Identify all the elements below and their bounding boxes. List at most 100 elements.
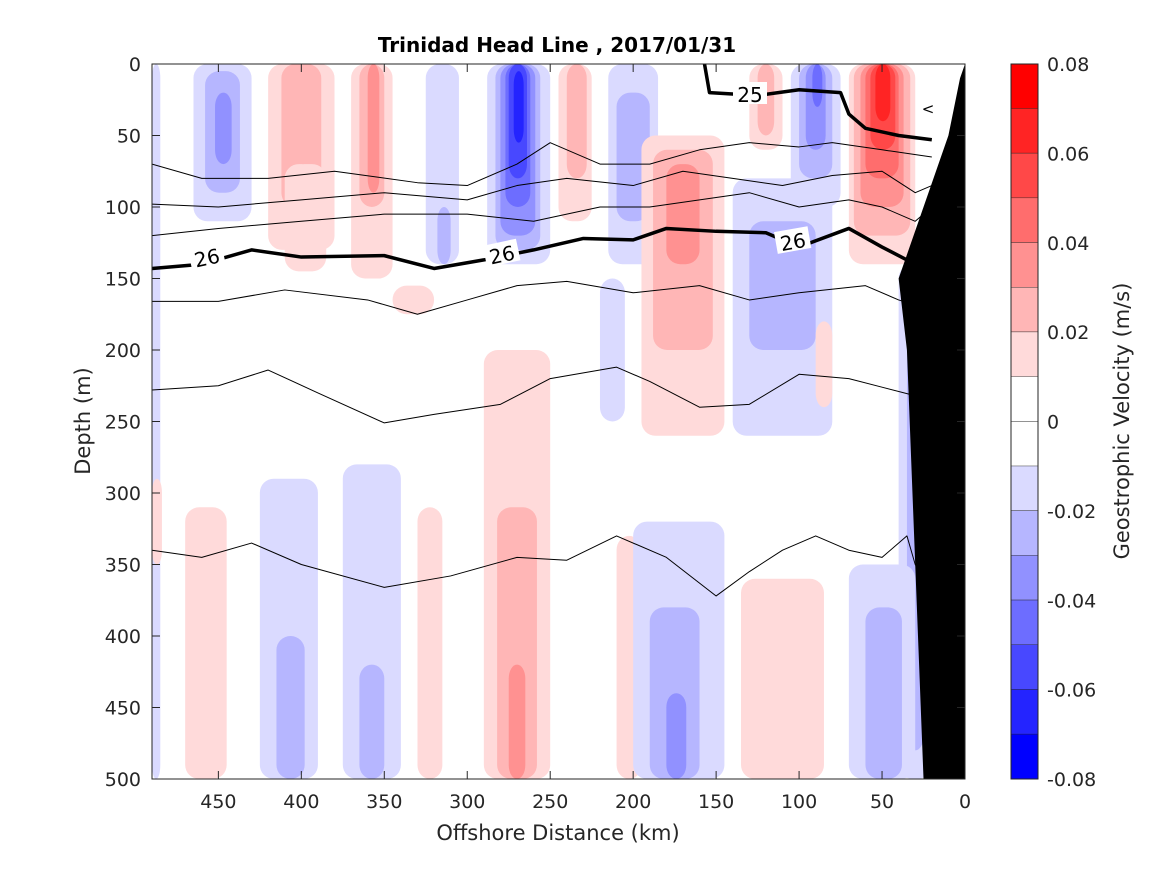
velocity-cell xyxy=(666,164,700,265)
velocity-cell xyxy=(649,607,700,779)
velocity-cell xyxy=(566,64,587,179)
velocity-cell xyxy=(865,607,902,779)
colorbar-level xyxy=(1011,600,1038,645)
isopycnal xyxy=(152,366,916,424)
colorbar-tick-label: -0.04 xyxy=(1047,590,1096,612)
y-axis: 0 50 100 150 200 250 300 350 400 450 500 xyxy=(105,54,965,791)
y-tick-label: 0 xyxy=(129,54,141,76)
bathymetry xyxy=(898,64,965,779)
colorbar-level xyxy=(1011,689,1038,735)
isopycnal-contours: 25 26 26 26 < xyxy=(152,64,935,597)
bathymetry-layer xyxy=(898,64,965,779)
y-tick-label: 500 xyxy=(105,769,141,791)
isopycnal xyxy=(152,280,932,315)
contour-label: 26 xyxy=(487,241,517,270)
velocity-cell xyxy=(359,664,385,779)
contour-label: 25 xyxy=(737,83,762,107)
chart-title: Trinidad Head Line , 2017/01/31 xyxy=(378,33,736,57)
colorbar-tick-label: 0.06 xyxy=(1047,143,1089,165)
x-tick-label: 300 xyxy=(449,791,485,813)
isopycnal-bold xyxy=(152,226,933,271)
velocity-cell xyxy=(875,64,891,122)
y-tick-label: 300 xyxy=(105,483,141,505)
y-axis-label: Depth (m) xyxy=(71,367,95,474)
isopycnal xyxy=(152,192,933,237)
velocity-field xyxy=(152,64,932,779)
colorbar: 0.08 0.06 0.04 0.02 0 -0.02 -0.04 -0.06 -0.08 xyxy=(1010,54,1096,791)
velocity-cell xyxy=(215,92,232,165)
colorbar-level xyxy=(1011,644,1038,690)
colorbar-level xyxy=(1011,287,1038,333)
velocity-cell xyxy=(367,64,380,193)
velocity-cell xyxy=(812,64,823,107)
colorbar-level xyxy=(1011,242,1038,288)
x-tick-label: 50 xyxy=(870,791,894,813)
x-tick-label: 350 xyxy=(366,791,402,813)
velocity-cell xyxy=(437,207,451,265)
velocity-cell xyxy=(508,664,526,779)
colorbar-level xyxy=(1011,421,1038,467)
velocity-cell xyxy=(815,321,833,408)
contour-label-bg xyxy=(482,238,521,268)
isopycnal xyxy=(152,142,932,187)
y-tick-label: 50 xyxy=(117,126,141,148)
colorbar-tick-label: 0.08 xyxy=(1047,54,1089,76)
velocity-cell xyxy=(284,164,327,272)
y-tick-label: 250 xyxy=(105,412,141,434)
colorbar-label: Geostrophic Velocity (m/s) xyxy=(1110,283,1134,560)
velocity-cell xyxy=(276,636,305,779)
x-tick-label: 400 xyxy=(283,791,319,813)
velocity-cell xyxy=(749,221,816,350)
y-tick-label: 400 xyxy=(105,626,141,648)
colorbar-tick-label: -0.02 xyxy=(1047,501,1096,523)
colorbar-tick-label: -0.08 xyxy=(1047,769,1096,791)
x-tick-label: 450 xyxy=(200,791,236,813)
y-tick-label: 100 xyxy=(105,197,141,219)
contour-label: 26 xyxy=(778,228,807,256)
contour-label-bg xyxy=(733,82,767,104)
colorbar-tick-label: 0.02 xyxy=(1047,322,1089,344)
annotation-mark: < xyxy=(922,100,935,118)
velocity-cell xyxy=(417,507,443,779)
x-tick-label: 200 xyxy=(615,791,651,813)
velocity-cell xyxy=(666,693,687,779)
velocity-cell xyxy=(513,71,524,143)
colorbar-level xyxy=(1011,466,1038,511)
x-tick-label: 150 xyxy=(698,791,734,813)
x-tick-label: 250 xyxy=(532,791,568,813)
colorbar-level xyxy=(1011,332,1038,377)
velocity-cell xyxy=(599,278,625,422)
colorbar-level xyxy=(1011,153,1038,199)
x-axis: 450 400 350 300 250 200 150 100 50 0 xyxy=(200,64,971,813)
velocity-cell xyxy=(741,578,824,779)
velocity-cell xyxy=(342,464,401,779)
velocity-cell xyxy=(497,507,537,779)
x-tick-label: 0 xyxy=(959,791,971,813)
velocity-cell xyxy=(392,285,435,315)
velocity-cell xyxy=(152,478,162,565)
colorbar-level xyxy=(1011,734,1038,779)
colorbar-tick-label: 0 xyxy=(1047,412,1059,434)
velocity-cell xyxy=(185,507,227,779)
colorbar-frame xyxy=(1010,63,1039,780)
isopycnal-bold xyxy=(702,64,933,142)
colorbar-tick-label: -0.06 xyxy=(1047,680,1096,702)
colorbar-level xyxy=(1011,555,1038,601)
colorbar-level xyxy=(1011,198,1038,243)
y-tick-label: 150 xyxy=(105,269,141,291)
isopycnal xyxy=(152,535,933,597)
colorbar-level xyxy=(1011,510,1038,556)
colorbar-level xyxy=(1011,376,1038,422)
contour-label-bg xyxy=(187,241,226,271)
y-tick-label: 350 xyxy=(105,555,141,577)
y-tick-label: 200 xyxy=(105,340,141,362)
contour-label: 26 xyxy=(192,244,222,273)
x-tick-label: 100 xyxy=(781,791,817,813)
colorbar-level xyxy=(1011,108,1038,154)
contour-label-bg xyxy=(774,226,812,254)
colorbar-tick-label: 0.04 xyxy=(1047,233,1089,255)
x-axis-label: Offshore Distance (km) xyxy=(436,821,679,845)
colorbar-level xyxy=(1011,64,1038,109)
